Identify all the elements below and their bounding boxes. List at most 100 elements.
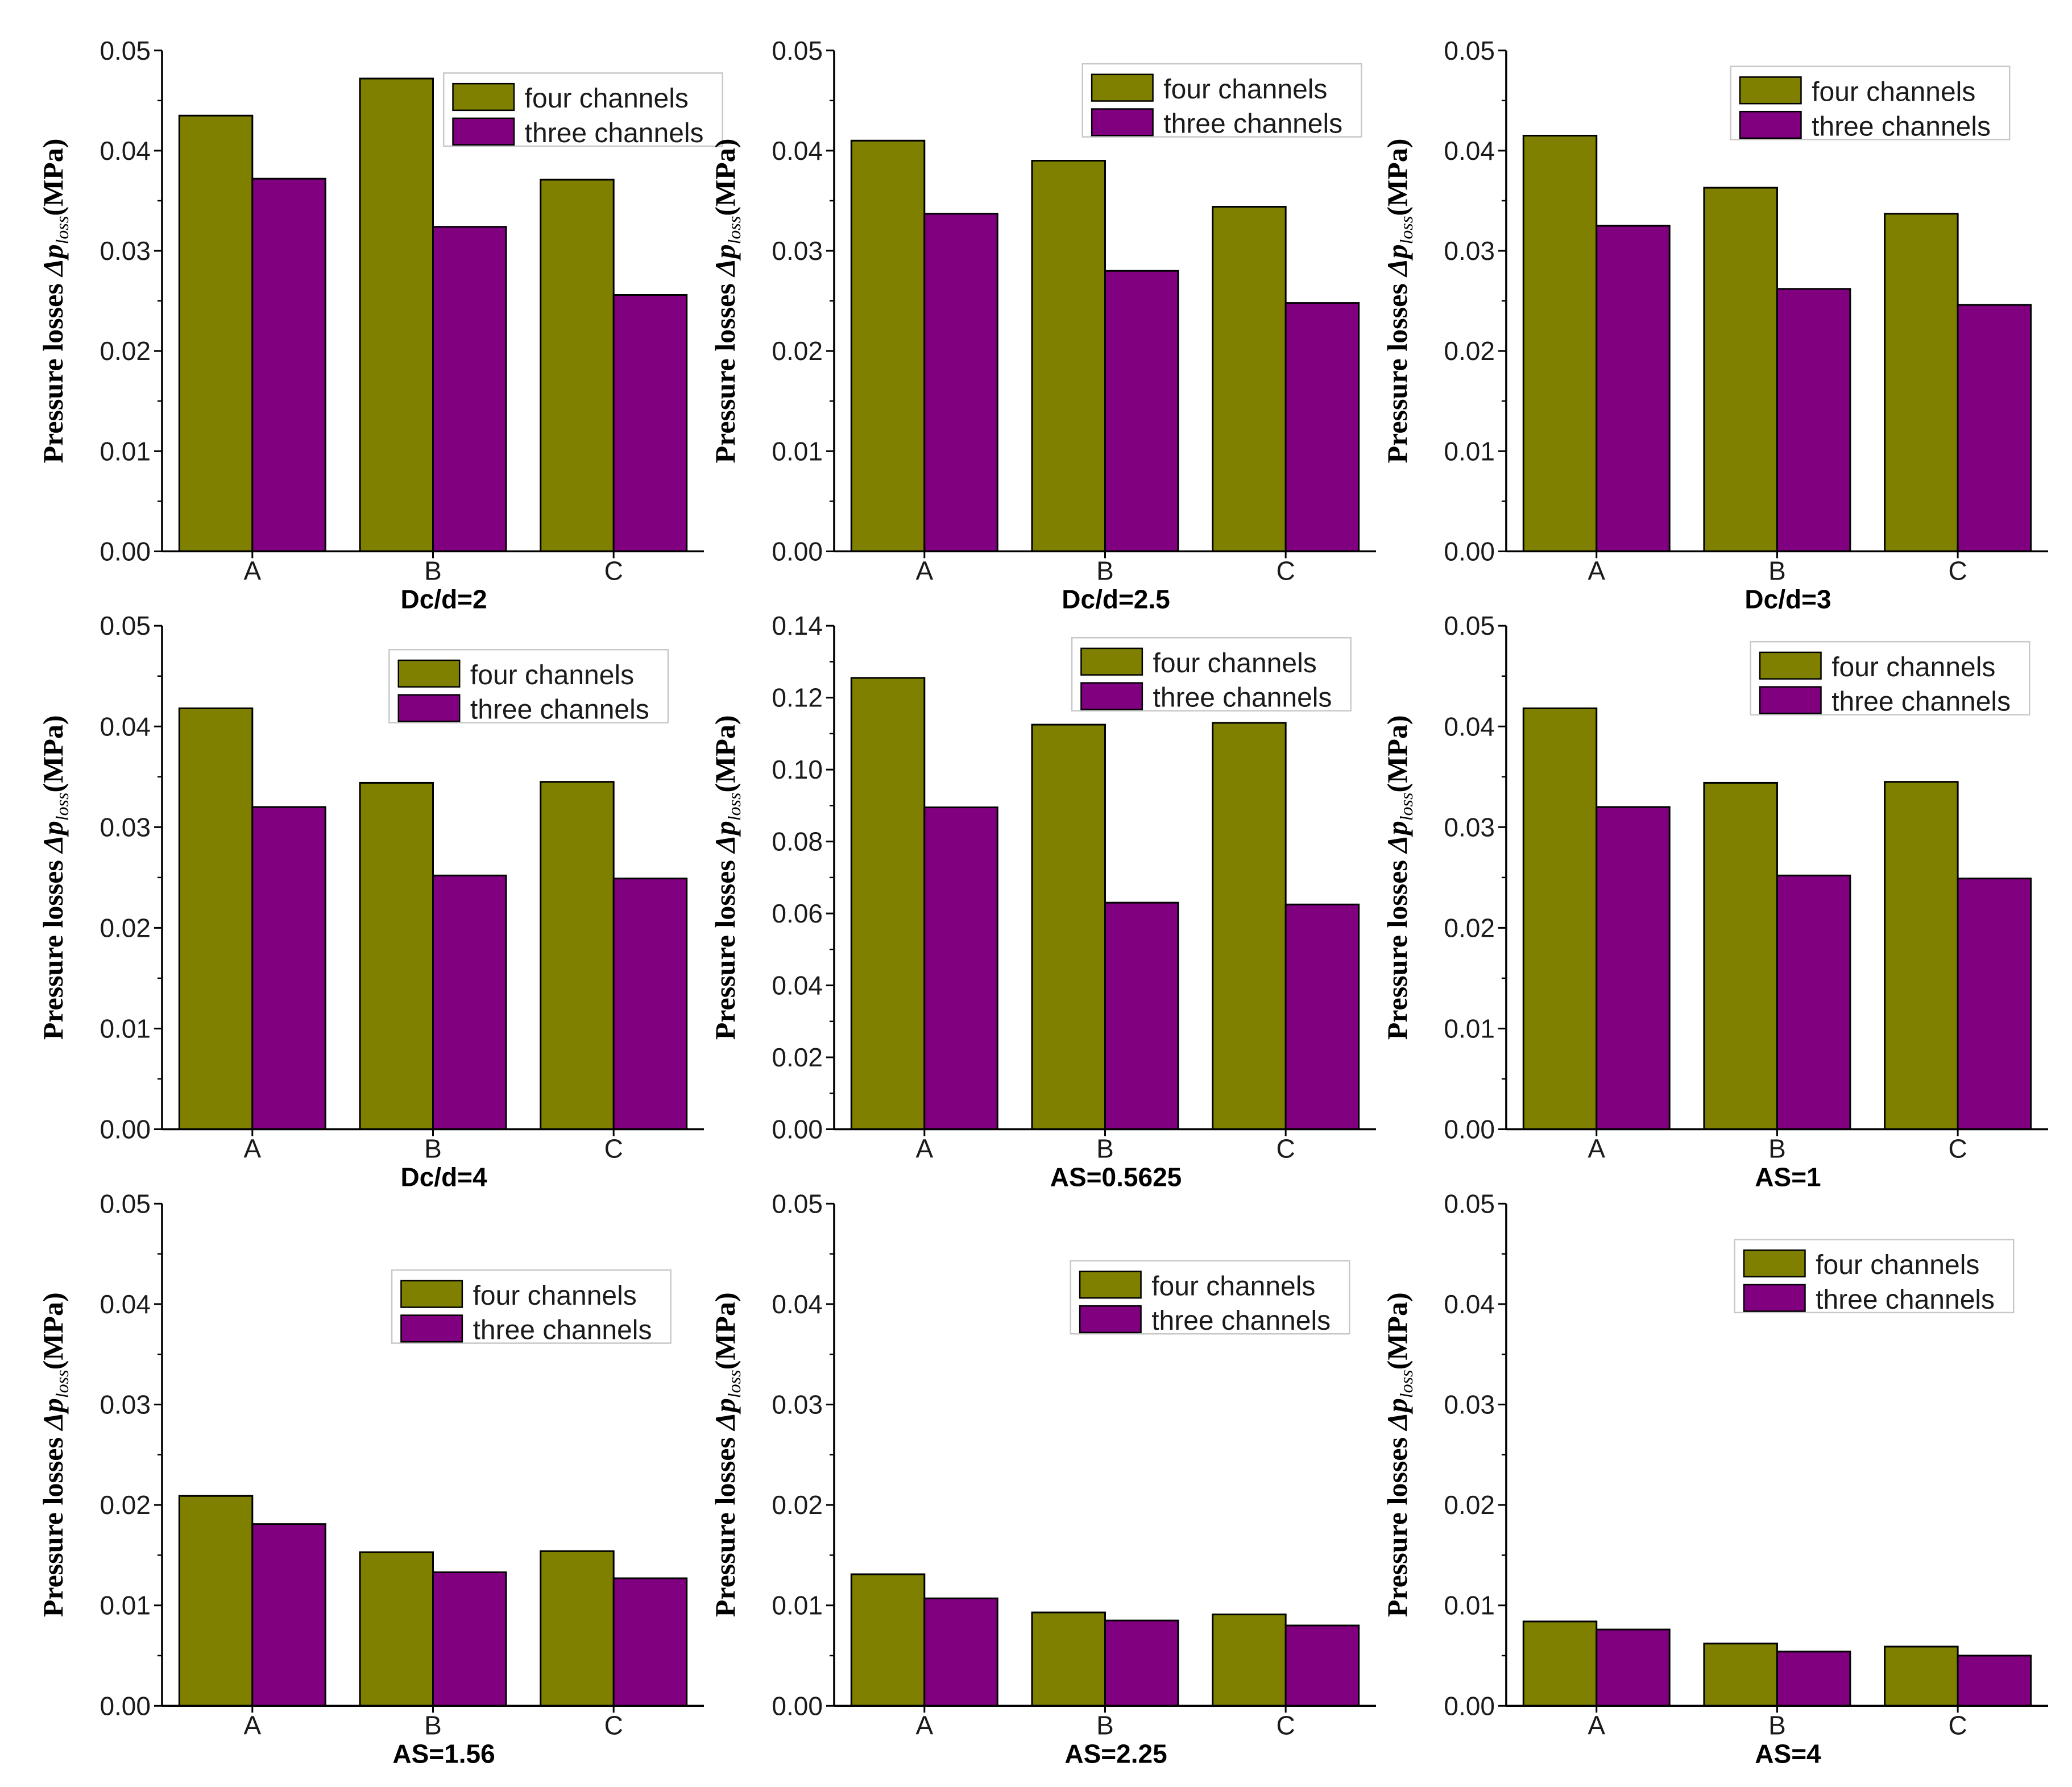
x-tick-label: B [1096,556,1114,585]
y-tick-label: 0.14 [772,611,823,640]
y-tick-label: 0.05 [772,36,823,65]
legend-label-four: four channels [1831,652,1995,682]
legend-label-four: four channels [1151,1272,1315,1302]
y-tick-label: 0.05 [100,36,151,65]
bar-three-channels-B [1776,288,1851,552]
y-tick-label: 0.01 [1444,436,1495,466]
legend-label-three: three channels [1163,109,1342,139]
legend-label-four: four channels [1812,77,1975,107]
bar-three-channels-B [1104,270,1179,552]
bar-four-channels-A [850,1573,926,1707]
y-tick-label: 0.03 [100,236,151,266]
legend: four channels three channels [1081,63,1362,139]
legend-label-three: three channels [473,1316,652,1346]
bar-three-channels-B [1104,1619,1179,1707]
x-tick-label: B [1768,1710,1786,1740]
y-tick-label: 0.00 [772,536,823,566]
panel-title: Dc/d=2 [400,584,487,614]
bar-four-channels-A [178,707,254,1131]
bar-four-channels-A [178,114,254,552]
bar-three-channels-A [251,177,326,552]
y-tick-label: 0.02 [100,913,151,942]
y-tick-label: 0.00 [100,1115,151,1144]
x-tick-label: B [1096,1134,1114,1164]
x-tick-label: C [604,1710,623,1740]
y-tick-label: 0.04 [1444,712,1495,741]
y-tick-label: 0.05 [100,611,151,640]
y-tick-label: 0.05 [1444,611,1495,640]
y-tick-label: 0.02 [100,1490,151,1520]
legend-label-four: four channels [1153,648,1317,679]
x-tick-label: A [243,1134,261,1164]
legend-label-three: three channels [1831,687,2011,717]
y-tick-label: 0.00 [1444,536,1495,566]
legend-label-four: four channels [1816,1250,1979,1280]
legend-swatch-four [1759,651,1822,680]
y-tick-label: 0.01 [1444,1591,1495,1620]
y-tick-label: 0.00 [1444,1115,1495,1144]
panel-title: AS=2.25 [1064,1739,1167,1768]
x-tick-label: B [1768,1134,1786,1164]
chart-panel-6: A B C 0.00 0.01 0.02 0.03 0.04 0.05 AS=1 Pressure … [1381,611,2048,1192]
x-tick-label: A [243,556,261,585]
x-tick-label: C [1277,1134,1295,1164]
legend-swatch-three [452,117,515,146]
legend-swatch-four [397,659,461,688]
bar-four-channels-B [1031,160,1106,552]
legend-label-three: three channels [1151,1306,1331,1336]
bar-four-channels-C [1212,1614,1287,1707]
bar-three-channels-A [251,806,326,1131]
x-tick-label: A [915,556,933,585]
x-tick-label: B [1096,1710,1114,1740]
panel-title: Dc/d=4 [400,1163,487,1192]
bar-three-channels-C [1957,304,2032,552]
x-tick-label: C [604,1134,623,1164]
x-tick-label: B [424,1134,442,1164]
y-axis-label: Pressure losses Δploss(MPa) [709,139,744,464]
bar-four-channels-B [359,1551,434,1707]
x-tick-label: A [1588,556,1605,585]
y-tick-label: 0.01 [772,436,823,466]
y-tick-label: 0.01 [100,1591,151,1620]
y-tick-label: 0.10 [772,755,823,784]
bar-four-channels-B [1703,1643,1778,1707]
bar-four-channels-C [540,1550,615,1707]
x-tick-label: C [1948,1710,1967,1740]
y-tick-label: 0.01 [1444,1014,1495,1043]
y-tick-label: 0.04 [100,1289,151,1319]
x-tick-label: B [1768,556,1786,585]
legend-swatch-three [1743,1284,1806,1312]
legend: four channels three channels [1750,640,2030,717]
y-axis-label: Pressure losses Δploss(MPa) [709,715,744,1040]
bar-four-channels-B [1031,723,1106,1131]
legend: four channels three channels [1071,636,1352,713]
legend: four channels three channels [1734,1239,2015,1315]
bar-four-channels-A [178,1495,254,1707]
panel-title: AS=1.56 [392,1739,495,1768]
legend-label-three: three channels [1153,683,1332,713]
legend-swatch-four [452,82,515,111]
legend-label-four: four channels [470,660,634,690]
chart-panel-1: A B C 0.00 0.01 0.02 0.03 0.04 0.05 Dc/d=2 Pressur… [37,36,723,614]
bar-three-channels-C [612,294,688,552]
legend-label-four: four channels [473,1281,637,1311]
bar-three-channels-B [1776,1651,1851,1707]
legend-swatch-three [1079,1305,1142,1334]
y-tick-label: 0.05 [772,1189,823,1218]
legend-swatch-four [1080,647,1143,676]
x-tick-label: A [915,1710,933,1740]
chart-panel-2: A B C 0.00 0.01 0.02 0.03 0.04 0.05 Dc/d=2.5 Press… [709,36,1376,614]
y-axis-label: Pressure losses Δploss(MPa) [709,1292,744,1617]
bar-three-channels-C [1957,878,2032,1131]
bar-four-channels-A [850,677,926,1131]
bar-three-channels-A [1596,225,1671,552]
chart-panel-5: A B C 0.00 0.02 0.04 0.06 0.08 0.10 0.12 0.14 AS=0.… [709,611,1376,1192]
legend-swatch-three [1739,110,1802,139]
bar-three-channels-B [432,874,507,1131]
bar-three-channels-B [432,226,507,552]
bar-three-channels-C [1284,302,1360,552]
y-tick-label: 0.04 [100,712,151,741]
legend: four channels three channels [1730,65,2011,142]
y-tick-label: 0.02 [1444,913,1495,942]
y-tick-label: 0.03 [1444,812,1495,842]
